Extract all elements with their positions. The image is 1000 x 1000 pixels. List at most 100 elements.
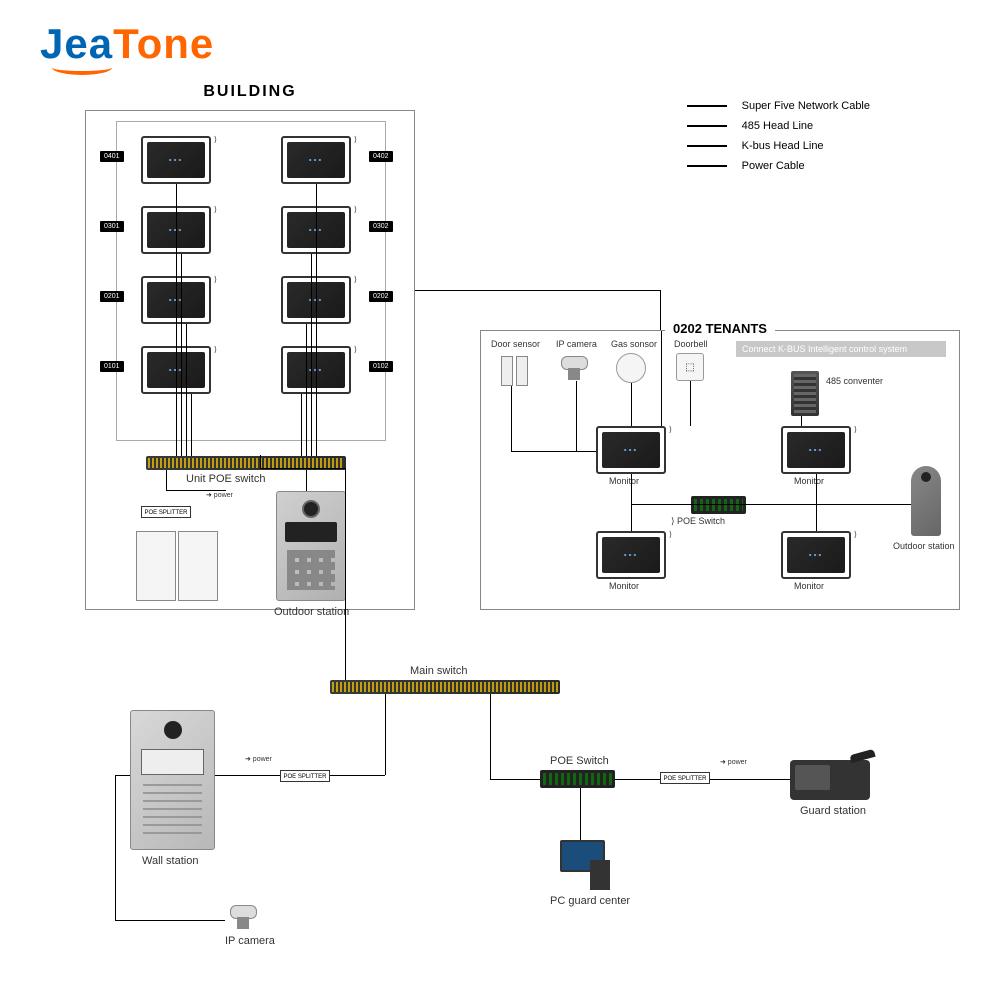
cable-line xyxy=(576,381,577,451)
cable-line xyxy=(311,254,312,456)
cable-line xyxy=(511,386,512,451)
outdoor-station xyxy=(276,491,346,601)
power-label: ➜ power xyxy=(720,758,747,766)
wifi-icon: ⟩ xyxy=(354,135,357,144)
cable-line xyxy=(415,290,660,291)
room-label: 0401 xyxy=(100,151,124,162)
gas-sensor-label: Gas sonsor xyxy=(611,339,657,349)
cable-line xyxy=(115,920,225,921)
cable-line xyxy=(166,490,226,491)
cable-line xyxy=(511,451,596,452)
monitor-label: Monitor xyxy=(794,476,824,486)
poe-splitter: POE SPLITTER xyxy=(280,770,330,782)
room-label: 0201 xyxy=(100,291,124,302)
legend-line-icon xyxy=(687,105,727,107)
cable-line xyxy=(816,504,817,531)
keypad-icon xyxy=(287,550,335,590)
cable-line xyxy=(631,383,632,426)
room-label: 0101 xyxy=(100,361,124,372)
power-label: ➜ power xyxy=(245,755,272,763)
monitor-device: ⟩ xyxy=(141,136,211,184)
cable-line xyxy=(816,474,817,504)
cable-line xyxy=(801,416,802,426)
cable-line xyxy=(166,470,167,490)
tenants-title: 0202 TENANTS xyxy=(665,321,775,336)
main-switch xyxy=(330,680,560,694)
building-section: BUILDING ⟩ 0401 ⟩ 0402 ⟩ 0301 ⟩ 0302 ⟩ 0… xyxy=(85,110,415,610)
door-sensor-icon xyxy=(516,356,528,386)
cable-line xyxy=(490,779,540,780)
doorbell-icon: ⬚ xyxy=(676,353,704,381)
poe-switch-label: POE Switch xyxy=(550,755,609,767)
cable-line xyxy=(330,775,385,776)
pc-tower-icon xyxy=(590,860,610,890)
poe-switch-device xyxy=(540,770,615,788)
wall-station-label: Wall station xyxy=(142,855,198,867)
logo-part2: Tone xyxy=(113,20,214,67)
monitor-device: ⟩ xyxy=(596,426,666,474)
wifi-icon: ⟩ xyxy=(669,530,672,539)
cable-line xyxy=(316,184,317,456)
ip-camera-icon xyxy=(556,356,596,381)
wifi-icon: ⟩ xyxy=(214,275,217,284)
logo-smile-icon xyxy=(52,60,112,75)
cable-line xyxy=(181,254,182,456)
cable-line xyxy=(115,775,116,920)
cable-line xyxy=(661,331,662,426)
unit-switch-label: Unit POE switch xyxy=(186,473,265,485)
room-label: 0102 xyxy=(369,361,393,372)
legend-line-icon xyxy=(687,125,727,127)
building-title: BUILDING xyxy=(193,83,306,101)
wifi-icon: ⟩ xyxy=(354,275,357,284)
converter-icon xyxy=(791,371,819,416)
cable-line xyxy=(306,470,307,491)
cable-line xyxy=(260,468,345,469)
ip-camera-label: IP camera xyxy=(556,339,597,349)
wifi-icon: ⟩ xyxy=(354,345,357,354)
poe-switch-label: ⟩ POE Switch xyxy=(671,516,725,527)
cable-line xyxy=(710,779,790,780)
cable-line xyxy=(385,694,386,775)
legend-line-icon xyxy=(687,165,727,167)
monitor-label: Monitor xyxy=(609,581,639,591)
cable-line xyxy=(176,184,177,456)
cable-line xyxy=(186,324,187,456)
wifi-icon: ⟩ xyxy=(854,425,857,434)
monitor-label: Monitor xyxy=(794,581,824,591)
cable-line xyxy=(301,394,302,456)
gas-sensor-icon xyxy=(616,353,646,383)
wifi-icon: ⟩ xyxy=(354,205,357,214)
cable-line xyxy=(490,694,491,779)
ip-camera-icon xyxy=(225,905,265,930)
doorbell-label: Doorbell xyxy=(674,339,708,349)
main-switch-label: Main switch xyxy=(410,665,467,677)
cable-line xyxy=(345,468,346,680)
legend-item: 485 Head Line xyxy=(742,120,814,132)
poe-switch-device xyxy=(691,496,746,514)
wall-station xyxy=(130,710,215,850)
monitor-device: ⟩ xyxy=(781,531,851,579)
wifi-icon: ⟩ xyxy=(214,345,217,354)
cable-line xyxy=(660,290,661,330)
wifi-icon: ⟩ xyxy=(669,425,672,434)
wifi-icon: ⟩ xyxy=(214,135,217,144)
cable-line xyxy=(580,788,581,840)
legend-item: Power Cable xyxy=(742,160,805,172)
guard-station-label: Guard station xyxy=(800,805,866,817)
cable-line xyxy=(306,324,307,456)
outdoor-label: Outdoor station xyxy=(274,606,349,618)
poe-splitter: POE SPLITTER xyxy=(660,772,710,784)
legend-line-icon xyxy=(687,145,727,147)
monitor-device: ⟩ xyxy=(781,426,851,474)
outdoor-station-small xyxy=(911,466,941,536)
legend-item: K-bus Head Line xyxy=(742,140,824,152)
room-label: 0402 xyxy=(369,151,393,162)
room-label: 0302 xyxy=(369,221,393,232)
monitor-device: ⟩ xyxy=(281,136,351,184)
cable-line xyxy=(631,504,632,531)
pc-device xyxy=(560,840,615,890)
cable-line xyxy=(215,775,280,776)
cable-line xyxy=(631,474,632,504)
cable-line xyxy=(115,775,130,776)
cable-line xyxy=(690,381,691,426)
